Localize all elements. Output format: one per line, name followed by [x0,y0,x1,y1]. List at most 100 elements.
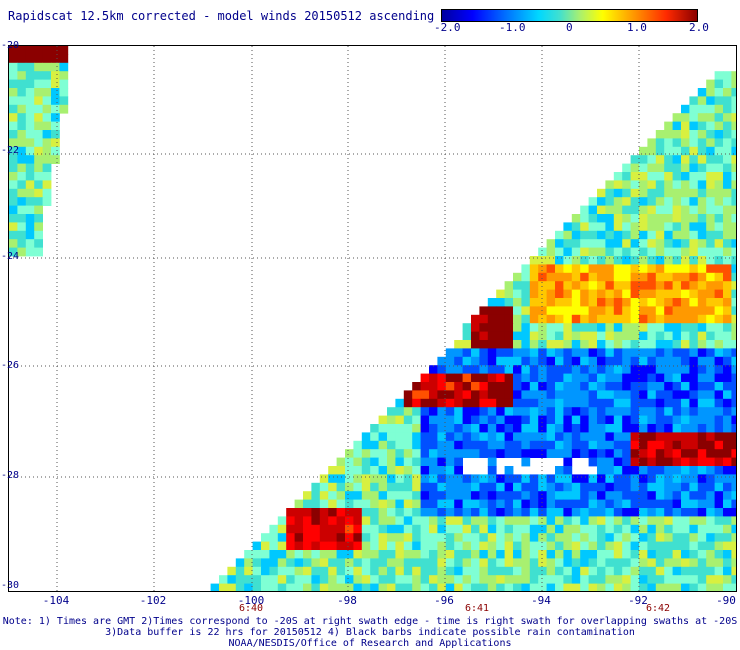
wind-cell [689,356,699,366]
wind-cell [17,230,27,240]
wind-cell [681,348,690,358]
wind-cell [723,314,732,324]
wind-cell [597,230,606,240]
wind-cell [429,583,438,591]
lon-tick-label: -92 [628,594,648,607]
wind-cell [51,96,60,106]
wind-cell [521,356,531,366]
wind-cell [538,516,547,526]
wind-cell [681,281,690,290]
wind-cell [613,331,623,341]
wind-cell [286,516,295,526]
wind-cell [706,104,715,114]
wind-cell [361,583,371,591]
wind-cell [723,356,732,366]
wind-cell [51,155,60,164]
wind-cell [731,113,736,122]
wind-cell [319,541,329,551]
wind-cell [555,424,564,433]
wind-cell [605,314,615,324]
wind-cell [336,499,346,509]
wind-cell [697,382,707,391]
wind-cell [17,172,27,181]
wind-cell [370,491,379,500]
wind-cell [479,508,489,517]
wind-cell [420,575,430,584]
wind-cell [630,516,640,526]
wind-cell [17,46,27,55]
wind-cell [336,491,346,500]
wind-cell [462,541,472,551]
wind-cell [521,482,531,492]
wind-cell [630,407,640,416]
wind-cell [630,222,640,232]
wind-cell [622,491,631,500]
wind-cell [521,331,531,341]
wind-cell [294,516,304,526]
wind-cell [328,516,337,526]
wind-cell [487,356,497,366]
wind-cell [622,222,631,232]
wind-cell [462,440,472,450]
wind-cell [555,264,564,274]
wind-cell [445,424,455,433]
wind-cell [378,524,388,534]
wind-cell [51,130,60,139]
wind-cell [571,239,581,248]
wind-cell [681,373,690,383]
wind-cell [681,222,690,232]
wind-cell [689,163,699,173]
wind-cell [538,247,547,257]
wind-cell [387,449,396,458]
wind-cell [17,79,27,89]
wind-cell [664,289,673,299]
wind-cell [17,62,27,72]
wind-cell [647,197,657,206]
wind-cell [672,424,682,433]
wind-cell [588,449,598,458]
wind-cell [9,155,18,164]
wind-cell [706,298,715,307]
wind-cell [664,188,673,198]
wind-cell [597,289,606,299]
wind-cell [647,289,657,299]
wind-cell [504,373,514,383]
wind-cell [487,365,497,374]
wind-cell [17,71,27,80]
wind-cell [723,508,732,517]
wind-cell [697,130,707,139]
wind-cell [361,558,371,568]
wind-cell [588,197,598,206]
wind-cell [513,382,522,391]
wind-cell [647,264,657,274]
wind-cell [496,390,505,400]
wind-cell [622,323,631,332]
wind-cell [706,482,715,492]
wind-cell [706,281,715,290]
wind-cell [496,424,505,433]
wind-cell [630,415,640,425]
wind-cell [647,230,657,240]
wind-cell [723,499,732,509]
wind-cell [672,272,682,282]
wind-cell [420,474,430,484]
wind-cell [697,121,707,131]
wind-cell [613,373,623,383]
wind-cell [723,155,732,164]
wind-cell [479,373,489,383]
wind-cell [622,457,631,467]
wind-cell [462,566,472,576]
wind-cell [655,449,665,458]
wind-cell [731,239,736,248]
wind-cell [697,281,707,290]
wind-cell [613,466,623,475]
wind-cell [647,356,657,366]
wind-cell [370,541,379,551]
wind-cell [655,331,665,341]
wind-cell [9,247,18,257]
wind-cell [437,407,447,416]
wind-cell [496,474,505,484]
wind-cell [454,348,463,358]
wind-cell [647,138,657,148]
wind-cell [529,533,539,542]
